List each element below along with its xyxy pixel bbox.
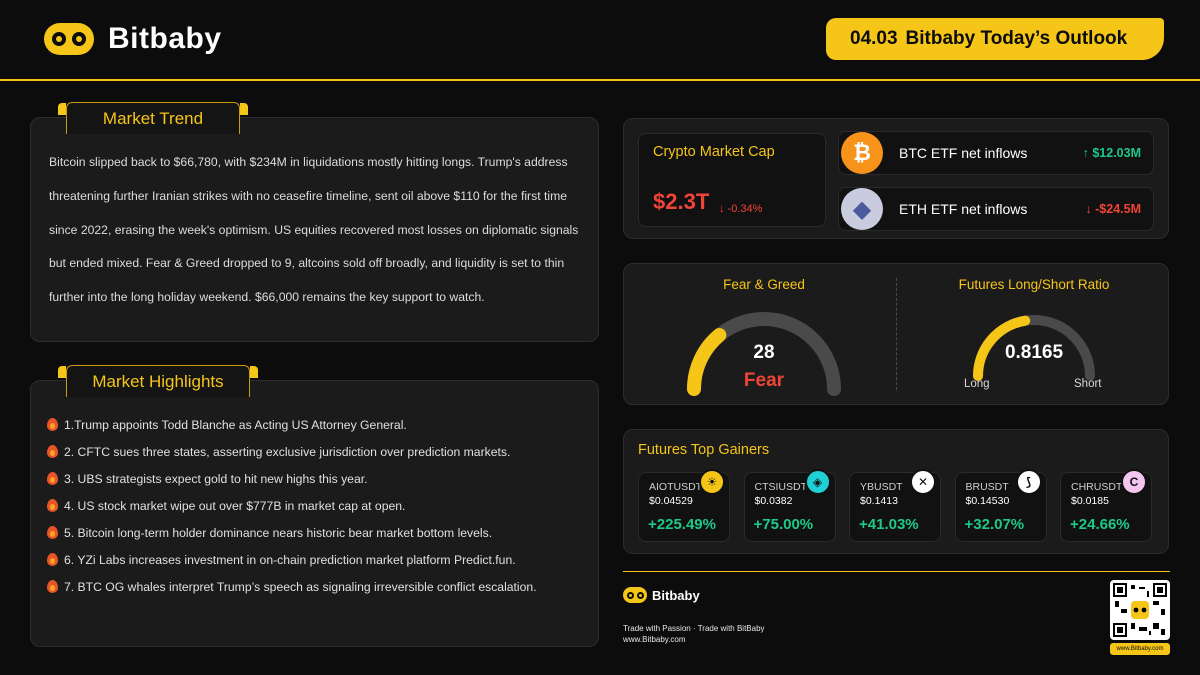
gainer-price: $0.14530 <box>965 495 1010 507</box>
header: Bitbaby 04.03 Bitbaby Today’s Outlook <box>0 0 1200 81</box>
market-trend-text: Bitcoin slipped back to $66,780, with $2… <box>49 155 579 305</box>
highlights-list: 1.Trump appoints Todd Blanche as Acting … <box>47 411 587 600</box>
fire-icon <box>47 472 58 485</box>
fear-greed-gauge <box>687 312 841 396</box>
list-item: 7. BTC OG whales interpret Trump’s speec… <box>47 573 587 600</box>
footer-website[interactable]: www.Bitbaby.com <box>623 635 686 644</box>
btc-etf-label: BTC ETF net inflows <box>899 145 1028 161</box>
qr-url: www.Bitbaby.com <box>1110 643 1170 655</box>
outlook-badge: 04.03 Bitbaby Today’s Outlook <box>826 18 1164 60</box>
list-item: 1.Trump appoints Todd Blanche as Acting … <box>47 411 587 438</box>
gainer-price: $0.04529 <box>649 495 693 507</box>
gainer-symbol: CHRUSDT <box>1071 481 1123 493</box>
fire-icon <box>47 580 58 593</box>
gainer-symbol: YBUSDT <box>860 481 903 493</box>
header-divider <box>0 79 1200 81</box>
btc-etf-row: ₿ BTC ETF net inflows ↑ $12.03M <box>838 131 1154 175</box>
list-item: 3. UBS strategists expect gold to hit ne… <box>47 465 587 492</box>
brand-name: Bitbaby <box>108 22 222 55</box>
outlook-title: Bitbaby Today’s Outlook <box>905 28 1128 49</box>
gainer-card-brusdt[interactable]: BRUSDT $0.14530 +32.07% ⟆ <box>954 469 1047 542</box>
gainer-card-ctsiusdt[interactable]: CTSIUSDT $0.0382 +75.00% ◈ <box>743 469 836 542</box>
btc-etf-value: ↑ $12.03M <box>1082 146 1141 160</box>
qr-code[interactable] <box>1110 580 1170 640</box>
sentiment-panel: Fear & Greed 28 Fear Futures Long/Short … <box>623 263 1169 405</box>
market-cap-change: ↓ -0.34% <box>719 203 763 215</box>
market-cap-value: $2.3T <box>653 189 710 214</box>
long-short-gauge <box>973 315 1095 381</box>
outlook-date: 04.03 <box>850 28 898 49</box>
gainer-change: +24.66% <box>1070 516 1130 533</box>
gainer-change: +32.07% <box>964 516 1025 533</box>
sun-face-icon: ☀ <box>699 469 725 495</box>
fear-greed-value: 28 <box>753 342 775 363</box>
fire-icon <box>47 553 58 566</box>
long-short-title: Futures Long/Short Ratio <box>958 277 1110 292</box>
fear-greed-label: Fear <box>743 370 785 391</box>
qr-code-icon <box>1113 583 1167 637</box>
footer-logo[interactable]: Bitbaby <box>623 587 700 603</box>
top-gainers-panel: Futures Top Gainers AIOTUSDT $0.04529 +225… <box>623 429 1169 554</box>
ethereum-icon: ◆ <box>841 188 883 230</box>
gainer-price: $0.1413 <box>860 495 898 507</box>
footer-tagline: Trade with Passion · Trade with BitBaby <box>623 624 765 633</box>
gainer-card-chrusdt[interactable]: CHRUSDT $0.0185 +24.66% C <box>1060 469 1152 542</box>
gainer-symbol: CTSIUSDT <box>754 481 808 493</box>
list-item: 4. US stock market wipe out over $777B i… <box>47 492 587 519</box>
chromia-icon: C <box>1121 469 1147 495</box>
top-gainers-title: Futures Top Gainers <box>638 442 770 458</box>
gainer-symbol: BRUSDT <box>965 481 1009 493</box>
bitbaby-logo-icon <box>44 23 94 55</box>
eth-etf-value: ↓ -$24.5M <box>1085 202 1141 216</box>
gainer-change: +75.00% <box>753 516 814 533</box>
long-short-value: 0.8165 <box>1004 342 1064 363</box>
yb-x-icon: ✕ <box>910 469 936 495</box>
gainer-card-ybusdt[interactable]: YBUSDT $0.1413 +41.03% ✕ <box>849 469 941 542</box>
fire-icon <box>47 499 58 512</box>
market-trend-tab: Market Trend <box>58 102 248 134</box>
bitbaby-logo-icon <box>623 587 647 603</box>
long-label: Long <box>964 378 990 390</box>
fear-greed-title: Fear & Greed <box>723 277 805 292</box>
market-cap-title: Crypto Market Cap <box>653 144 775 160</box>
gainer-price: $0.0185 <box>1071 495 1109 507</box>
gainer-symbol: AIOTUSDT <box>649 481 703 493</box>
gainer-card-aiotusdt[interactable]: AIOTUSDT $0.04529 +225.49% ☀ <box>638 469 730 542</box>
gainer-change: +225.49% <box>648 516 716 533</box>
gauge-divider <box>896 278 897 390</box>
eth-etf-row: ◆ ETH ETF net inflows ↓ -$24.5M <box>838 187 1154 231</box>
gainer-change: +41.03% <box>859 516 919 533</box>
market-overview-panel: Crypto Market Cap $2.3T ↓ -0.34% ₿ BTC E… <box>623 118 1169 239</box>
market-cap-card: Crypto Market Cap $2.3T ↓ -0.34% <box>638 133 826 227</box>
list-item: 5. Bitcoin long-term holder dominance ne… <box>47 519 587 546</box>
market-highlights-panel: 1.Trump appoints Todd Blanche as Acting … <box>30 380 599 647</box>
list-item: 6. YZi Labs increases investment in on-c… <box>47 546 587 573</box>
fire-icon <box>47 526 58 539</box>
bitcoin-icon: ₿ <box>841 132 883 174</box>
market-highlights-tab: Market Highlights <box>58 365 258 397</box>
market-trend-panel: Bitcoin slipped back to $66,780, with $2… <box>30 117 599 342</box>
footer-divider <box>623 571 1170 572</box>
gainer-price: $0.0382 <box>754 495 793 507</box>
eth-etf-label: ETH ETF net inflows <box>899 201 1028 217</box>
brand-logo[interactable]: Bitbaby <box>44 22 222 56</box>
cartesi-icon: ◈ <box>804 469 831 495</box>
footer-brand: Bitbaby <box>652 587 700 603</box>
fire-icon <box>47 418 58 431</box>
fire-icon <box>47 445 58 458</box>
list-item: 2. CFTC sues three states, asserting exc… <box>47 438 587 465</box>
br-icon: ⟆ <box>1015 469 1042 495</box>
short-label: Short <box>1074 378 1102 390</box>
